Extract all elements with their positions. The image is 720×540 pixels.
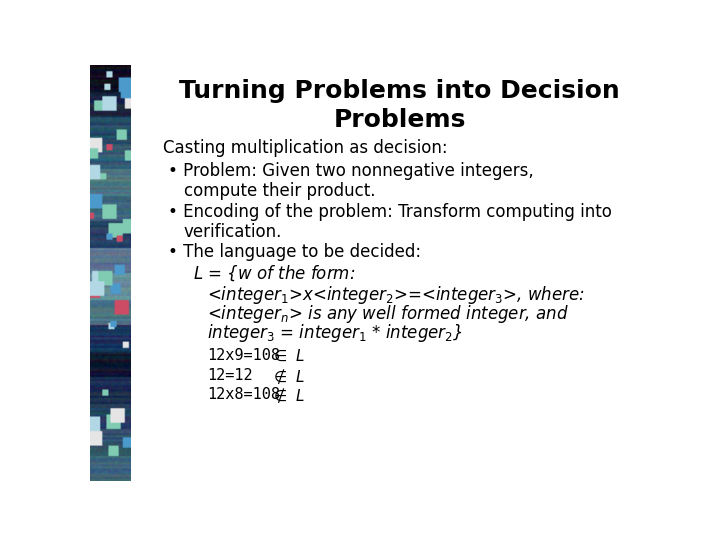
Text: 12x8=108: 12x8=108: [207, 387, 280, 402]
Text: • Encoding of the problem: Transform computing into: • Encoding of the problem: Transform com…: [168, 203, 612, 221]
Text: compute their product.: compute their product.: [184, 182, 375, 200]
Text: $\notin$ $L$: $\notin$ $L$: [271, 368, 305, 386]
Text: <$integer_n$> is any well formed integer, and: <$integer_n$> is any well formed integer…: [207, 302, 569, 325]
Text: Turning Problems into Decision: Turning Problems into Decision: [179, 79, 620, 103]
Text: verification.: verification.: [184, 223, 282, 241]
Text: <$integer_1$>x<$integer_2$>=<$integer_3$>, where:: <$integer_1$>x<$integer_2$>=<$integer_3$…: [207, 284, 585, 306]
Text: Problems: Problems: [333, 109, 466, 132]
Text: Casting multiplication as decision:: Casting multiplication as decision:: [163, 139, 447, 157]
Text: $\in$ $L$: $\in$ $L$: [271, 348, 305, 363]
Text: • The language to be decided:: • The language to be decided:: [168, 243, 421, 261]
Text: 12=12: 12=12: [207, 368, 253, 382]
Text: • Problem: Given two nonnegative integers,: • Problem: Given two nonnegative integer…: [168, 162, 534, 180]
Text: 12x9=108: 12x9=108: [207, 348, 280, 363]
Text: $L$ = {$w$ of the form:: $L$ = {$w$ of the form:: [193, 264, 356, 283]
Text: $\notin$ $L$: $\notin$ $L$: [271, 387, 305, 405]
Text: $integer_3$ = $integer_1$ $*$ $integer_2$}: $integer_3$ = $integer_1$ $*$ $integer_2…: [207, 322, 463, 344]
